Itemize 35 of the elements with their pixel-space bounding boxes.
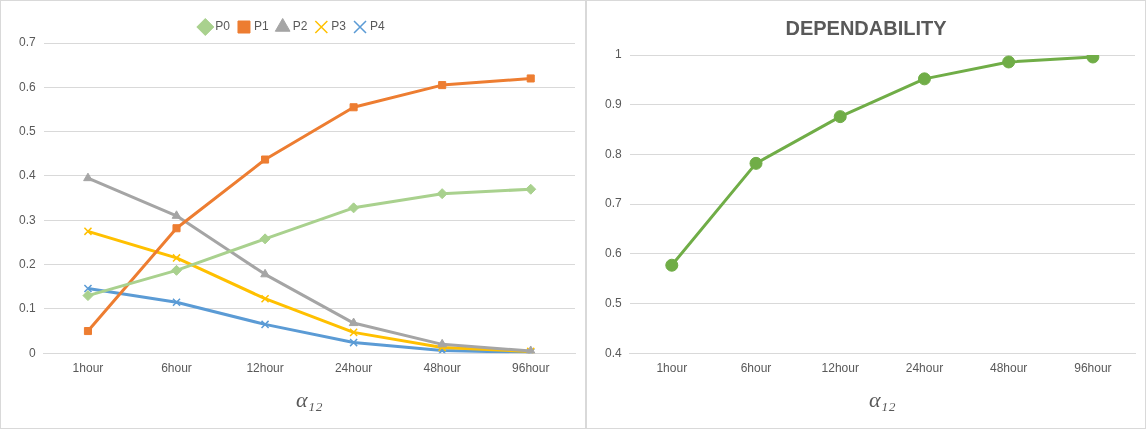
- x-tick-label: 96hour: [512, 360, 550, 375]
- legend-label: P2: [292, 19, 308, 34]
- x-tick-label: 48hour: [989, 360, 1028, 375]
- legend-label: P4: [370, 19, 386, 34]
- x-tick-label: 24hour: [334, 360, 373, 375]
- chart-title: DEPENDABILITY: [785, 16, 948, 39]
- x-tick-label: 1hour: [72, 360, 104, 375]
- legend-label: P3: [331, 19, 347, 34]
- y-tick-label: 0.8: [604, 146, 622, 161]
- y-tick-label: 0.5: [604, 295, 622, 310]
- y-tick-label: 0.7: [18, 35, 36, 50]
- x-axis-title: α₁₂: [868, 386, 897, 412]
- x-tick-label: 6hour: [740, 360, 772, 375]
- legend-label: P1: [253, 19, 269, 34]
- x-tick-label: 24hour: [905, 360, 944, 375]
- x-tick-label: 48hour: [423, 360, 461, 375]
- y-tick-label: 0.7: [604, 196, 622, 211]
- y-tick-label: 0.6: [604, 246, 622, 261]
- x-tick-label: 96hour: [1074, 360, 1112, 375]
- x-tick-label: 12hour: [821, 360, 859, 375]
- y-tick-label: 0.2: [18, 256, 36, 271]
- x-tick-label: 12hour: [246, 360, 284, 375]
- y-tick-label: 0.9: [604, 97, 622, 112]
- y-tick-label: 0.6: [18, 79, 36, 94]
- y-tick-label: 1: [614, 47, 622, 62]
- y-tick-label: 0.1: [18, 301, 36, 316]
- x-tick-label: 1hour: [656, 360, 688, 375]
- y-tick-label: 0.5: [18, 123, 36, 138]
- y-tick-label: 0.3: [18, 212, 36, 227]
- y-tick-label: 0: [28, 345, 36, 360]
- y-tick-label: 0.4: [604, 345, 622, 360]
- x-axis-title: α₁₂: [295, 386, 324, 412]
- y-tick-label: 0.4: [18, 168, 36, 183]
- x-tick-label: 6hour: [161, 360, 192, 375]
- legend-label: P0: [215, 19, 231, 34]
